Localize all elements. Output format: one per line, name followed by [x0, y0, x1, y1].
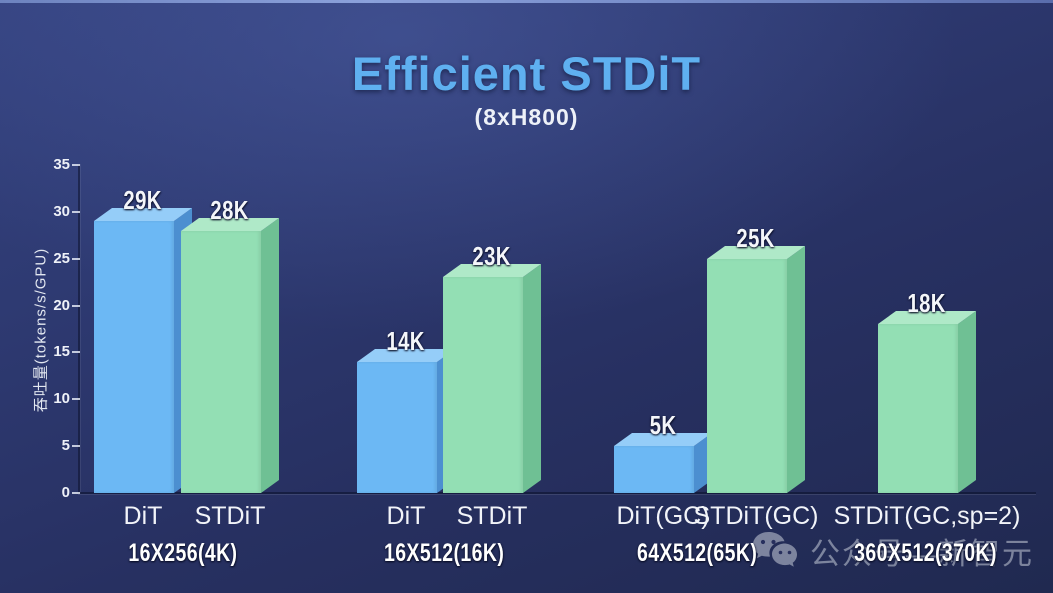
- bar-side-face-stdit-gc-sp-2-: [958, 311, 976, 493]
- bar-value-text: 23K: [472, 241, 512, 272]
- chart-subtitle: (8xH800): [474, 104, 579, 130]
- bar-value-text: 25K: [736, 222, 776, 253]
- y-tick-mark-0: [72, 492, 80, 494]
- x-tick-label-stdit-gc-sp-2-: STDiT(GC,sp=2): [833, 502, 1021, 530]
- bar-side-face-stdit: [261, 217, 279, 493]
- y-tick-label-25: 25: [53, 249, 70, 267]
- y-tick-mark-10: [72, 398, 80, 401]
- group-label-text: 360X512(370K): [854, 539, 998, 567]
- y-tick-mark-20: [72, 304, 80, 307]
- y-tick-mark-15: [72, 351, 80, 354]
- group-label-text: 64X512(65K): [636, 539, 758, 567]
- x-tick-label-stdit: STDiT: [456, 502, 528, 530]
- bar-dit-gc-: [614, 446, 694, 493]
- x-tick-label-dit: DiT: [123, 502, 163, 530]
- bar-value-label-stdit: 28K: [170, 195, 290, 226]
- y-tick-label-15: 15: [53, 343, 70, 361]
- bar-value-text: 29K: [123, 185, 163, 216]
- y-tick-label-10: 10: [53, 390, 70, 408]
- bar-value-label-stdit: 23K: [432, 241, 552, 272]
- y-tick-label-35: 35: [53, 156, 70, 174]
- bar-stdit: [181, 230, 261, 493]
- bar-value-label-stdit-gc-: 25K: [696, 223, 816, 254]
- group-label-1: 16X256(4K): [53, 539, 313, 568]
- y-tick-mark-30: [72, 210, 80, 213]
- chart-title: Efficient STDiT: [351, 47, 702, 100]
- bar-stdit-gc-sp-2-: [878, 324, 958, 493]
- y-tick-mark-5: [72, 445, 80, 448]
- y-axis-line: [78, 164, 80, 494]
- group-label-text: 16X256(4K): [128, 539, 238, 567]
- y-axis-title: 吞吐量(tokens/s/GPU): [32, 247, 50, 413]
- bar-side-face-stdit-gc-: [787, 245, 805, 493]
- y-tick-label-0: 0: [61, 484, 70, 501]
- y-tick-label-20: 20: [53, 296, 70, 314]
- bar-side-face-stdit: [523, 264, 541, 493]
- bar-value-text: 14K: [386, 325, 426, 356]
- x-tick-label-stdit: STDiT: [194, 502, 266, 530]
- y-tick-mark-25: [72, 257, 80, 260]
- group-label-2: 16X512(16K): [314, 539, 574, 568]
- bar-value-text: 18K: [907, 288, 947, 319]
- watermark: 公众号—新智元: [752, 529, 1034, 573]
- bar-value-label-dit-gc-: 5K: [603, 410, 723, 441]
- bar-stdit: [443, 277, 523, 493]
- x-tick-label-stdit-gc-: STDiT(GC): [693, 502, 819, 530]
- x-axis-line: [78, 492, 1036, 494]
- x-tick-label-dit-gc-: DiT(GC): [616, 502, 710, 530]
- top-edge-strip: [0, 0, 1053, 3]
- bar-stdit-gc-: [707, 258, 787, 493]
- wechat-icon: [753, 532, 797, 567]
- group-label-text: 16X512(16K): [383, 539, 505, 567]
- bar-value-label-dit: 14K: [346, 326, 466, 357]
- bar-value-text: 5K: [649, 410, 677, 441]
- bar-value-label-dit: 29K: [83, 185, 203, 216]
- bar-value-text: 28K: [210, 194, 250, 225]
- bar-value-label-stdit-gc-sp-2-: 18K: [867, 288, 987, 319]
- group-label-4: 360X512(370K): [796, 539, 1053, 568]
- y-tick-label-30: 30: [53, 202, 70, 220]
- watermark-text: 公众号—新智元: [810, 538, 1034, 571]
- bar-dit: [94, 221, 174, 493]
- group-label-3: 64X512(65K): [567, 539, 827, 568]
- bar-dit: [357, 361, 437, 493]
- y-tick-mark-35: [72, 164, 80, 167]
- y-tick-label-5: 5: [61, 437, 70, 455]
- x-tick-label-dit: DiT: [386, 502, 426, 530]
